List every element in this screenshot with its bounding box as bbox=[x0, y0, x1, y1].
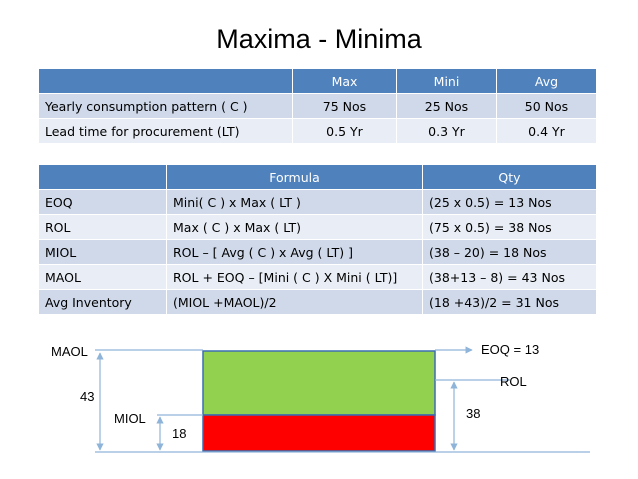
miol-value: 18 bbox=[172, 426, 186, 441]
table-row: MIOL ROL – [ Avg ( C ) x Avg ( LT) ] (38… bbox=[38, 239, 597, 265]
upper-stock-block bbox=[202, 350, 436, 416]
table-cell: Max ( C ) x Max ( LT) bbox=[166, 214, 423, 240]
table-cell: ROL – [ Avg ( C ) x Avg ( LT) ] bbox=[166, 239, 423, 265]
table-cell: Lead time for procurement (LT) bbox=[38, 118, 293, 144]
table-cell: (MIOL +MAOL)/2 bbox=[166, 289, 423, 315]
rol-value: 38 bbox=[466, 406, 480, 421]
rol-label: ROL bbox=[500, 374, 527, 389]
table-cell: ROL bbox=[38, 214, 167, 240]
table-header-cell bbox=[38, 68, 293, 94]
miol-label: MIOL bbox=[114, 411, 146, 426]
table-cell: (75 x 0.5) = 38 Nos bbox=[422, 214, 597, 240]
table-header-cell: Avg bbox=[496, 68, 597, 94]
table-row: Yearly consumption pattern ( C ) 75 Nos … bbox=[38, 93, 597, 119]
table-cell: (38+13 – 8) = 43 Nos bbox=[422, 264, 597, 290]
table-row: Lead time for procurement (LT) 0.5 Yr 0.… bbox=[38, 118, 597, 144]
table-cell: Avg Inventory bbox=[38, 289, 167, 315]
table-cell: (25 x 0.5) = 13 Nos bbox=[422, 189, 597, 215]
table-cell: Yearly consumption pattern ( C ) bbox=[38, 93, 293, 119]
table-cell: 25 Nos bbox=[396, 93, 497, 119]
table-row: MAOL ROL + EOQ – [Mini ( C ) X Mini ( LT… bbox=[38, 264, 597, 290]
formula-table: Formula Qty EOQ Mini( C ) x Max ( LT ) (… bbox=[38, 164, 597, 315]
page-title: Maxima - Minima bbox=[216, 24, 422, 54]
table-cell: 75 Nos bbox=[292, 93, 397, 119]
table-cell: (38 – 20) = 18 Nos bbox=[422, 239, 597, 265]
table-cell: Mini( C ) x Max ( LT ) bbox=[166, 189, 423, 215]
table-header-cell: Formula bbox=[166, 164, 423, 190]
table-header-row: Formula Qty bbox=[38, 164, 597, 190]
table-cell: 0.5 Yr bbox=[292, 118, 397, 144]
table-cell: (18 +43)/2 = 31 Nos bbox=[422, 289, 597, 315]
maol-value: 43 bbox=[80, 389, 94, 404]
table-header-cell: Qty bbox=[422, 164, 597, 190]
table-header-cell bbox=[38, 164, 167, 190]
table-cell: 0.4 Yr bbox=[496, 118, 597, 144]
eoq-label: EOQ = 13 bbox=[481, 342, 539, 357]
table-header-row: Max Mini Avg bbox=[38, 68, 597, 94]
lower-stock-block bbox=[202, 414, 436, 452]
consumption-table: Max Mini Avg Yearly consumption pattern … bbox=[38, 68, 597, 144]
maol-label: MAOL bbox=[51, 344, 88, 359]
table-row: ROL Max ( C ) x Max ( LT) (75 x 0.5) = 3… bbox=[38, 214, 597, 240]
table-row: Avg Inventory (MIOL +MAOL)/2 (18 +43)/2 … bbox=[38, 289, 597, 315]
table-cell: MIOL bbox=[38, 239, 167, 265]
table-cell: MAOL bbox=[38, 264, 167, 290]
